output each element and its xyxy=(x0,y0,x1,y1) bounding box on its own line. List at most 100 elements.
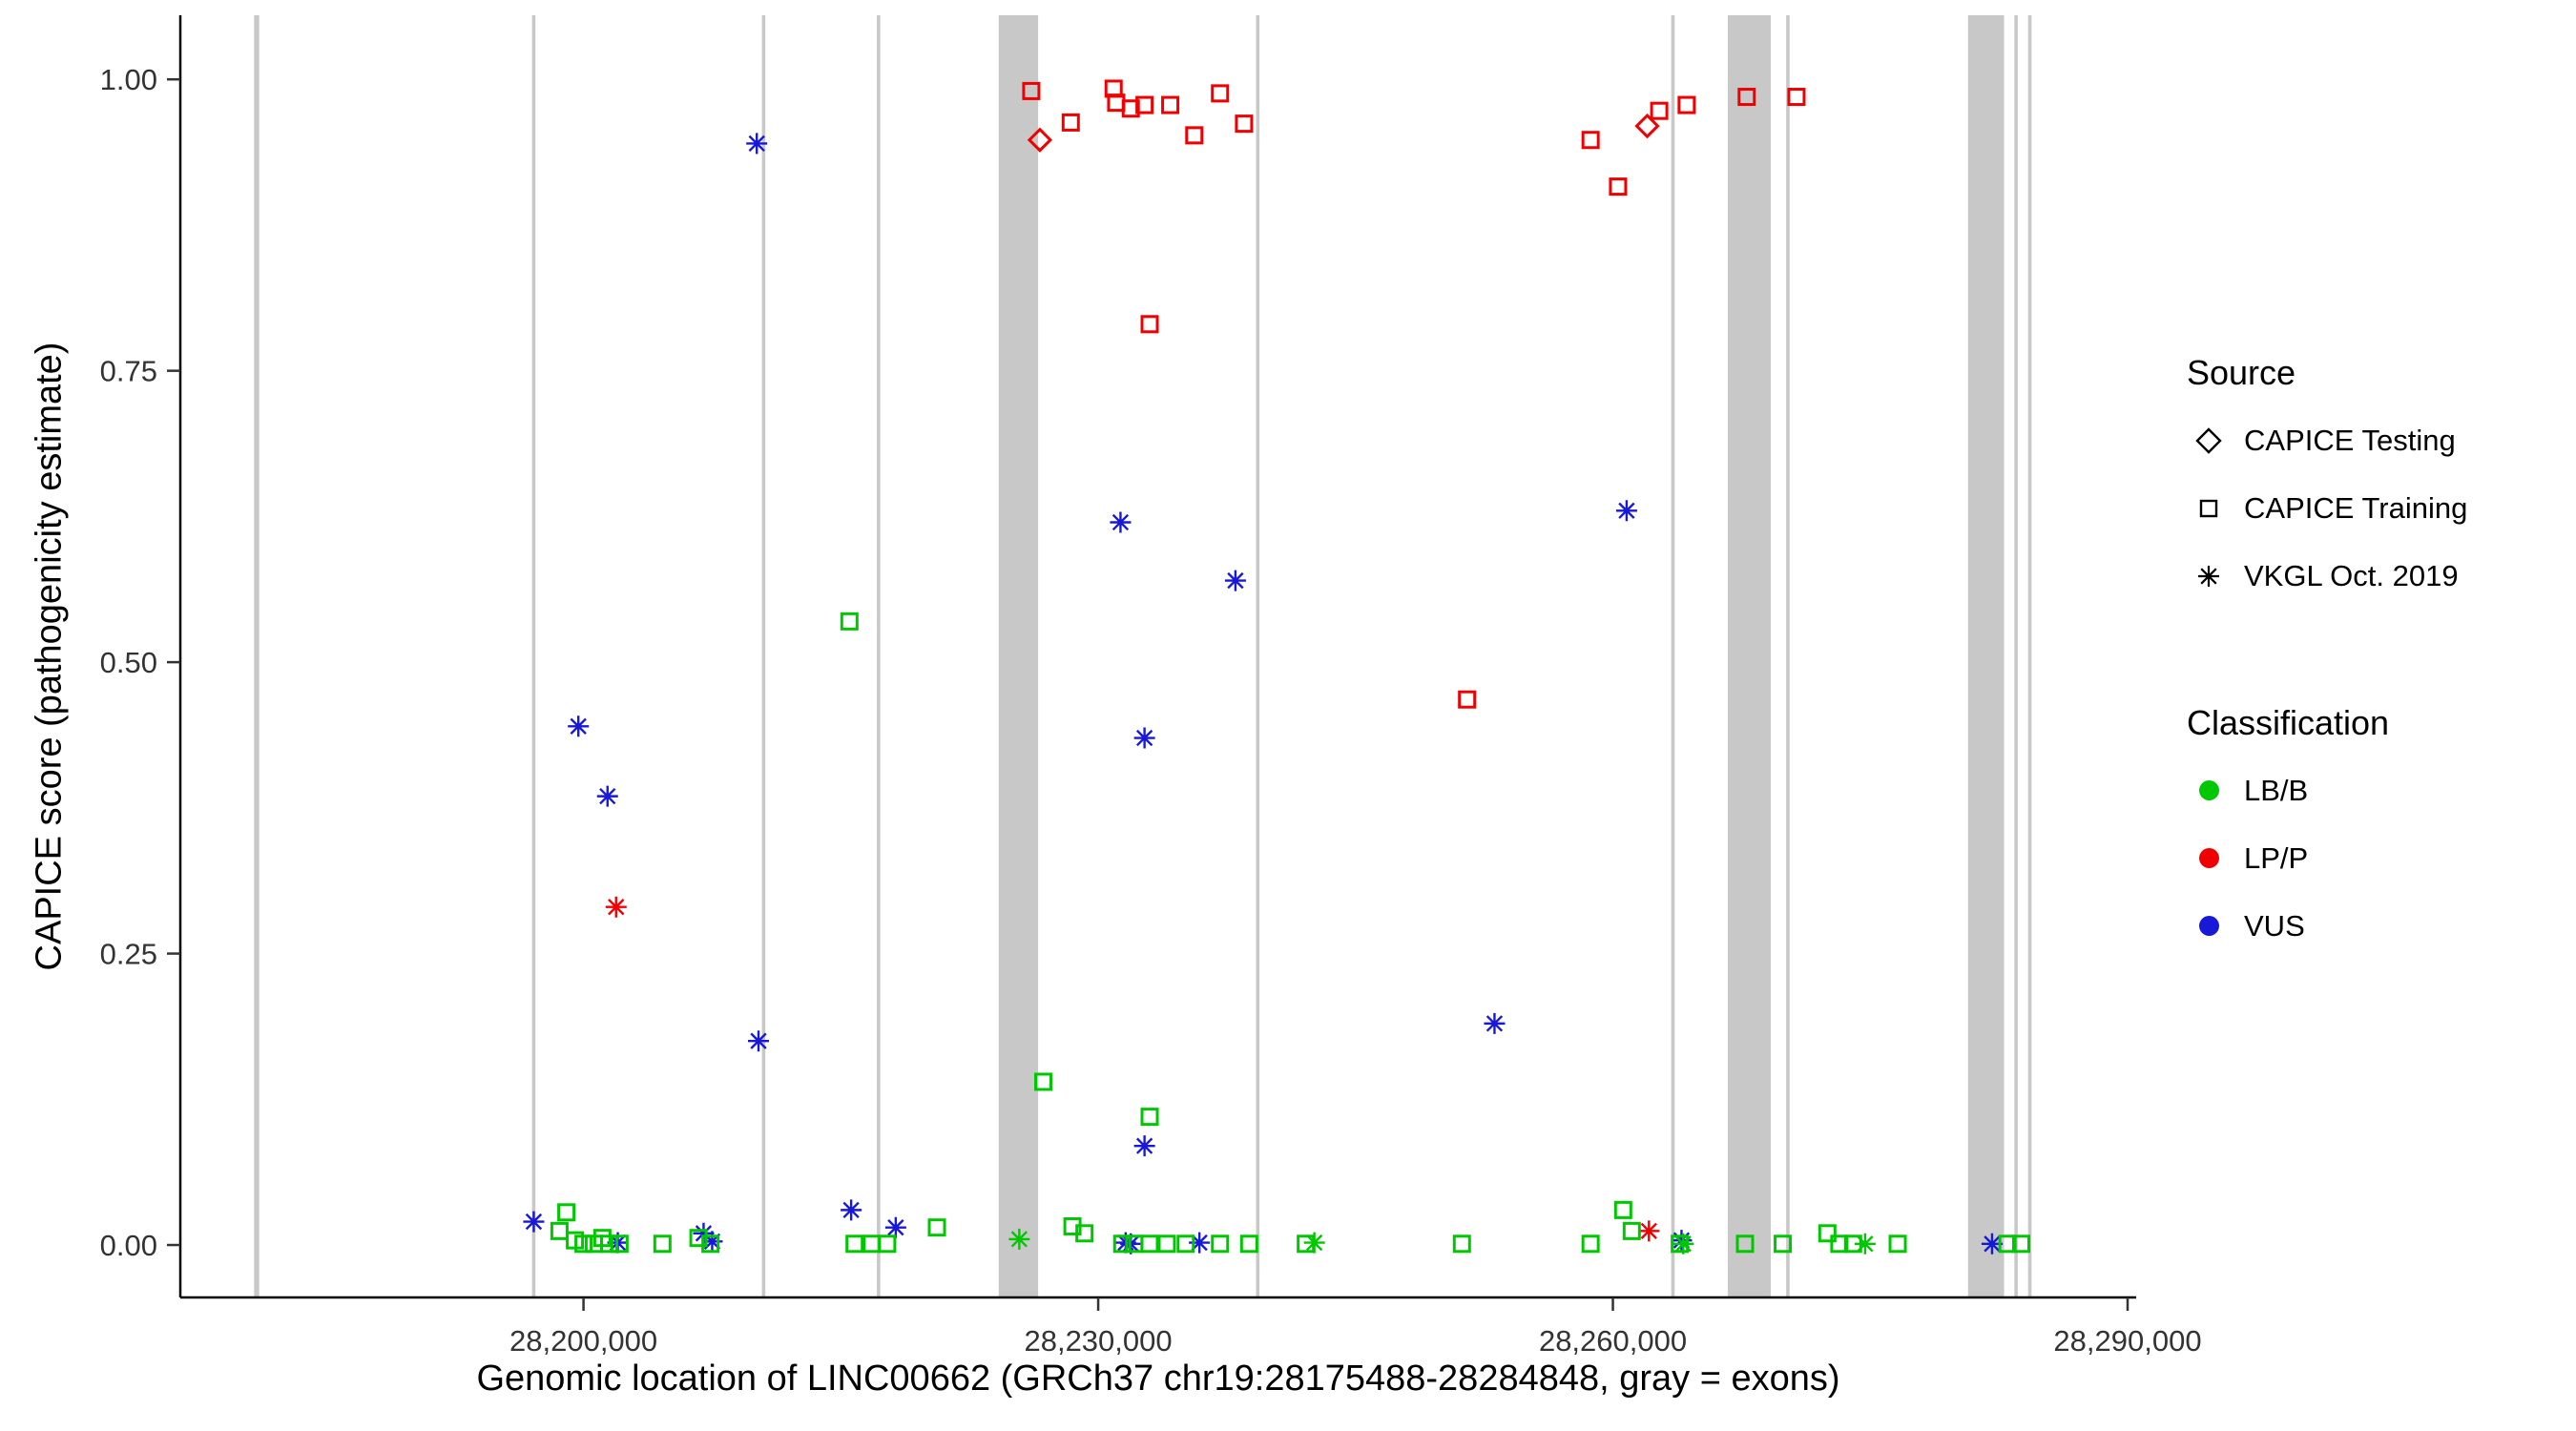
data-point-square xyxy=(1737,88,1756,107)
y-axis-title: CAPICE score (pathogenicity estimate) xyxy=(29,342,70,971)
legend-item-label: CAPICE Training xyxy=(2244,490,2468,525)
exon-band xyxy=(2014,15,2018,1297)
legend-item-lpp: LP/P xyxy=(2187,824,2467,892)
data-point-diamond xyxy=(1027,127,1053,153)
data-point-square xyxy=(1735,1234,1755,1254)
data-point-square xyxy=(1185,126,1204,145)
data-point-asterisk xyxy=(746,133,768,155)
data-point-square xyxy=(1787,88,1806,107)
data-point-square xyxy=(1239,1234,1258,1254)
square-icon xyxy=(2187,487,2231,530)
data-point-asterisk xyxy=(693,1222,715,1244)
data-point-square xyxy=(1235,114,1254,134)
data-point-asterisk xyxy=(1224,570,1246,591)
x-tick-label: 28,260,000 xyxy=(1539,1324,1687,1358)
x-axis-title: Genomic location of LINC00662 (GRCh37 ch… xyxy=(476,1358,1840,1399)
lbb-dot-icon xyxy=(2187,769,2231,813)
data-point-square xyxy=(1121,99,1140,118)
data-point-square xyxy=(878,1234,897,1254)
data-point-square xyxy=(1176,1234,1195,1254)
legend-item-vus: VUS xyxy=(2187,892,2467,960)
data-point-square xyxy=(1061,113,1080,132)
data-point-square xyxy=(1830,1234,1849,1254)
data-point-square xyxy=(1034,1072,1053,1091)
data-point-square xyxy=(1140,315,1159,334)
data-point-square xyxy=(1075,1224,1094,1243)
legend-spacer xyxy=(2187,610,2467,690)
asterisk-icon xyxy=(2187,554,2231,598)
exon-band xyxy=(1786,15,1790,1297)
y-tick-label: 0.75 xyxy=(100,355,157,388)
data-point-square xyxy=(1112,1234,1132,1254)
data-point-asterisk xyxy=(1854,1233,1876,1255)
data-point-square xyxy=(2012,1234,2031,1254)
data-point-asterisk xyxy=(1110,511,1132,533)
exon-band xyxy=(254,15,260,1297)
legend-item-label: VUS xyxy=(2244,908,2305,943)
data-point-asterisk xyxy=(748,1030,770,1052)
data-point-asterisk xyxy=(605,896,627,918)
data-point-asterisk xyxy=(1133,1135,1155,1157)
data-point-asterisk xyxy=(841,1199,862,1221)
data-point-square xyxy=(1211,84,1230,103)
legend-item-capice-training: CAPICE Training xyxy=(2187,474,2467,542)
legend-item-label: CAPICE Testing xyxy=(2244,423,2456,457)
data-point-square xyxy=(1581,131,1600,150)
data-point-square xyxy=(550,1221,569,1240)
data-point-square xyxy=(1140,1234,1159,1254)
data-point-square xyxy=(845,1234,864,1254)
legend-item-label: LP/P xyxy=(2244,840,2309,875)
vus-dot-icon xyxy=(2187,904,2231,948)
data-point-square xyxy=(1671,1234,1690,1254)
data-point-square xyxy=(1140,1108,1159,1127)
data-point-square xyxy=(1998,1234,2017,1254)
exon-band xyxy=(1967,15,2005,1297)
data-point-square xyxy=(1613,1200,1632,1219)
y-tick-label: 1.00 xyxy=(100,63,157,96)
data-point-square xyxy=(557,1203,576,1222)
diamond-icon xyxy=(2187,419,2231,463)
data-point-square xyxy=(1452,1234,1471,1254)
data-point-square xyxy=(689,1229,708,1248)
data-point-square xyxy=(1135,95,1154,114)
data-point-asterisk xyxy=(523,1211,545,1233)
data-point-square xyxy=(1818,1224,1837,1243)
exon-band xyxy=(531,15,536,1297)
data-point-asterisk xyxy=(1008,1228,1030,1250)
data-point-asterisk xyxy=(701,1231,723,1253)
data-point-asterisk xyxy=(1484,1012,1506,1034)
data-point-square xyxy=(1581,1234,1600,1254)
data-point-square xyxy=(840,612,859,631)
data-point-square xyxy=(610,1234,629,1254)
data-point-square xyxy=(600,1234,619,1254)
data-point-square xyxy=(1157,1234,1176,1254)
legend-item-vkgl: VKGL Oct. 2019 xyxy=(2187,542,2467,610)
data-point-asterisk xyxy=(1671,1230,1693,1252)
y-tick-label: 0.00 xyxy=(100,1229,157,1262)
data-point-square xyxy=(1650,101,1669,120)
x-tick-label: 28,230,000 xyxy=(1024,1324,1172,1358)
y-tick-label: 0.50 xyxy=(100,646,157,679)
legend-classification-title: Classification xyxy=(2187,703,2390,742)
data-point-asterisk xyxy=(1672,1233,1694,1255)
data-point-square xyxy=(1609,177,1628,197)
y-tick-label: 0.25 xyxy=(100,938,157,971)
exon-band xyxy=(1671,15,1675,1297)
x-tick-label: 28,290,000 xyxy=(2053,1324,2201,1358)
legend: Source CAPICE Testing CAPICE Training xyxy=(2187,340,2467,960)
data-point-square xyxy=(1161,95,1180,114)
data-point-square xyxy=(1774,1234,1793,1254)
exon-band xyxy=(1728,15,1771,1297)
data-point-asterisk xyxy=(1189,1232,1211,1254)
lpp-dot-icon xyxy=(2187,837,2231,881)
data-point-square xyxy=(1677,95,1696,114)
data-point-square xyxy=(574,1234,593,1254)
exon-band xyxy=(1256,15,1260,1297)
exon-band xyxy=(877,15,881,1297)
legend-item-label: LB/B xyxy=(2244,773,2309,807)
data-point-asterisk xyxy=(1638,1220,1660,1242)
data-point-square xyxy=(927,1218,946,1237)
legend-item-label: VKGL Oct. 2019 xyxy=(2244,558,2459,592)
